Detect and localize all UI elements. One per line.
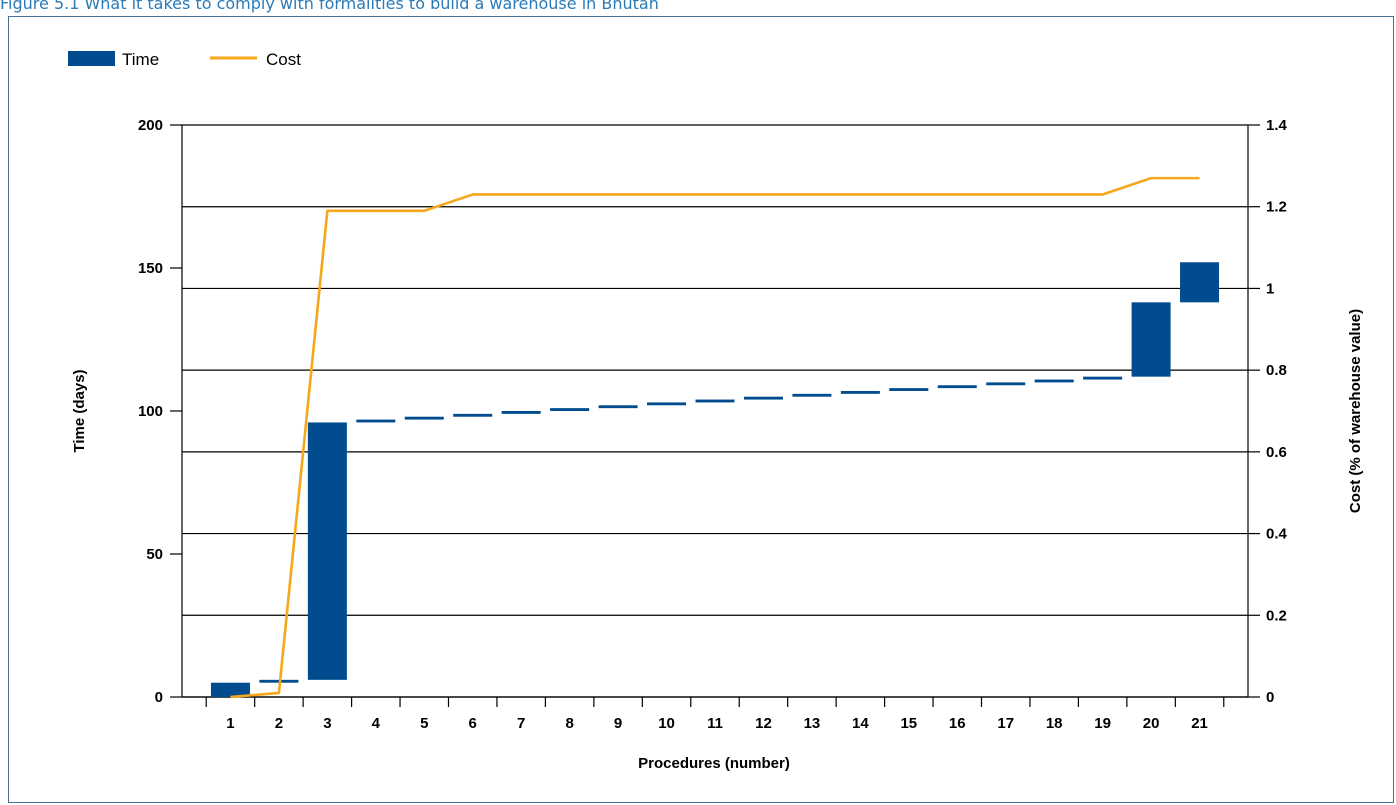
y2-axis-title: Cost (% of warehouse value) xyxy=(1347,309,1364,513)
time-bar-4 xyxy=(356,419,396,423)
x-tick-label-16: 16 xyxy=(949,715,966,732)
y2-tick-label-1: 0.2 xyxy=(1266,607,1287,624)
x-tick-label-15: 15 xyxy=(900,715,917,732)
x-tick-label-3: 3 xyxy=(323,715,331,732)
time-bar-15 xyxy=(889,388,929,391)
legend-cost-label: Cost xyxy=(266,50,301,69)
time-bar-16 xyxy=(937,385,977,389)
time-bar-19 xyxy=(1083,376,1123,380)
cost-line xyxy=(230,176,1200,699)
x-tick-label-2: 2 xyxy=(275,715,283,732)
time-bar-6 xyxy=(453,413,493,417)
time-bar-18 xyxy=(1034,379,1074,383)
time-bar-21 xyxy=(1180,262,1220,303)
x-tick-label-6: 6 xyxy=(469,715,477,732)
x-tick-label-10: 10 xyxy=(658,715,675,732)
x-tick-label-17: 17 xyxy=(997,715,1014,732)
x-tick-label-4: 4 xyxy=(372,715,381,732)
time-bar-5 xyxy=(404,416,444,420)
time-bar-20 xyxy=(1131,302,1171,377)
y2-tick-label-2: 0.4 xyxy=(1266,526,1288,543)
legend: Time Cost xyxy=(68,50,301,69)
legend-time-label: Time xyxy=(122,50,159,69)
time-bar-1 xyxy=(210,682,250,697)
time-bar-3 xyxy=(307,422,347,680)
x-tick-label-13: 13 xyxy=(804,715,821,732)
y-axis-title: Time (days) xyxy=(71,369,88,452)
x-axis-title: Procedures (number) xyxy=(638,755,790,772)
time-bar-12 xyxy=(743,396,783,400)
time-bar-8 xyxy=(550,408,590,411)
time-bar-13 xyxy=(792,393,832,397)
x-tick-label-21: 21 xyxy=(1191,715,1208,732)
time-bar-10 xyxy=(647,402,687,406)
y-tick-label-0: 0 xyxy=(155,689,163,706)
x-tick-label-18: 18 xyxy=(1046,715,1063,732)
x-tick-label-20: 20 xyxy=(1143,715,1160,732)
y2-tick-label-0: 0 xyxy=(1266,689,1274,706)
y2-tick-label-4: 0.8 xyxy=(1266,362,1287,379)
time-bar-17 xyxy=(986,382,1026,386)
x-tick-label-14: 14 xyxy=(852,715,869,732)
cost-line-group xyxy=(230,176,1200,699)
y2-tick-label-3: 0.6 xyxy=(1266,444,1287,461)
time-bar-9 xyxy=(598,405,638,409)
x-tick-label-9: 9 xyxy=(614,715,622,732)
time-bar-14 xyxy=(840,390,880,394)
y-tick-label-3: 150 xyxy=(138,260,163,277)
y-tick-label-4: 200 xyxy=(138,117,163,134)
y2-tick-label-5: 1 xyxy=(1266,280,1274,297)
y-tick-label-2: 100 xyxy=(138,403,163,420)
legend-time-swatch xyxy=(68,51,115,66)
x-tick-label-8: 8 xyxy=(565,715,573,732)
y2-tick-label-6: 1.2 xyxy=(1266,199,1287,216)
time-bar-11 xyxy=(695,399,735,403)
x-tick-label-19: 19 xyxy=(1094,715,1111,732)
x-tick-label-7: 7 xyxy=(517,715,525,732)
time-bars xyxy=(210,262,1220,697)
x-tick-label-1: 1 xyxy=(226,715,234,732)
x-tick-label-12: 12 xyxy=(755,715,772,732)
y-tick-label-1: 50 xyxy=(146,546,163,563)
figure-title: Figure 5.1 What it takes to comply with … xyxy=(0,0,659,13)
y2-tick-label-7: 1.4 xyxy=(1266,117,1288,134)
x-tick-label-5: 5 xyxy=(420,715,428,732)
chart-frame xyxy=(8,16,1394,803)
axes xyxy=(170,124,1260,707)
time-bar-7 xyxy=(501,411,541,414)
x-tick-label-11: 11 xyxy=(707,715,723,732)
